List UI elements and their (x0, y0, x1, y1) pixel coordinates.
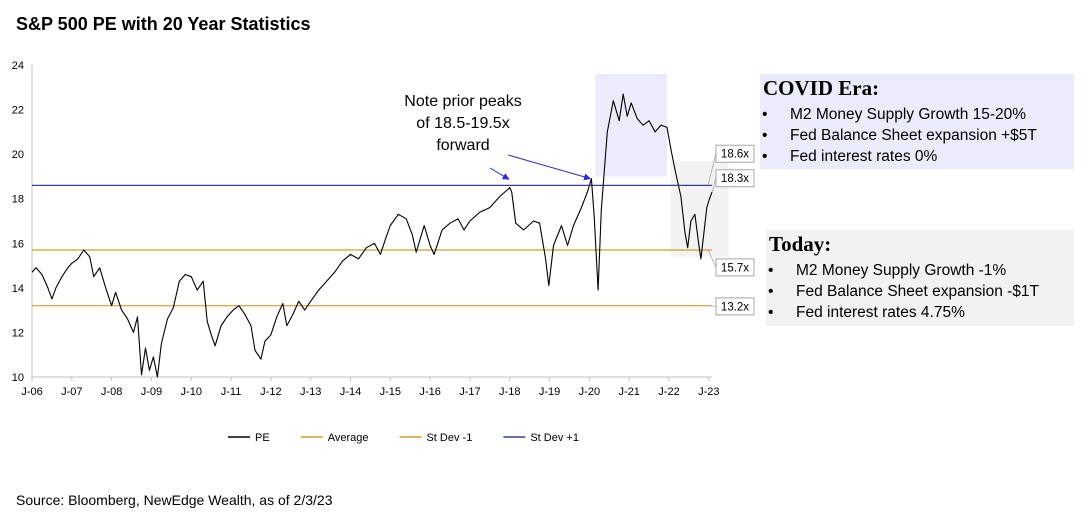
list-item-text: Fed interest rates 0% (790, 148, 938, 165)
legend-item-st-dev-minus-1-label: St Dev -1 (426, 432, 472, 444)
x-tick-label: J-19 (539, 386, 560, 398)
x-tick-label: J-20 (579, 386, 600, 398)
covid-era-heading: COVID Era: (763, 76, 880, 100)
today-panel: Today: • M2 Money Supply Growth -1% • Fed … (766, 230, 1074, 326)
value-label-leader (711, 178, 717, 193)
y-tick-label: 12 (12, 327, 24, 339)
value-label-leader (707, 305, 717, 307)
list-item-text: M2 Money Supply Growth 15-20% (790, 106, 1027, 123)
value-label-box (715, 169, 755, 188)
x-tick-label: J-06 (21, 386, 42, 398)
x-tick-label: J-22 (658, 386, 679, 398)
bullet-marker: • (762, 148, 768, 165)
list-item: • Fed interest rates 4.75% (766, 302, 1074, 323)
y-tick-label: 16 (12, 238, 24, 250)
annotation-text: of 18.5-19.5x (416, 115, 509, 132)
annotation-text: forward (436, 137, 489, 154)
x-tick-label: J-21 (618, 386, 639, 398)
annotation-arrow-2020 (507, 154, 592, 181)
x-tick-label: J-17 (459, 386, 480, 398)
legend-item-st-dev-plus-1-label: St Dev +1 (530, 432, 579, 444)
value-label-leader (707, 249, 717, 268)
list-item-text: Fed Balance Sheet expansion +$5T (790, 127, 1037, 144)
covid-era-list: • M2 Money Supply Growth 15-20% • Fed Bala… (760, 104, 1074, 167)
list-item-text: M2 Money Supply Growth -1% (796, 262, 1007, 279)
annotation: Note prior peaks of 18.5-19.5x forward (404, 93, 592, 181)
x-tick-label: J-14 (340, 386, 361, 398)
source-note: Source: Bloomberg, NewEdge Wealth, as of… (16, 492, 333, 508)
today-heading: Today: (769, 232, 832, 256)
y-tick-label: 10 (12, 372, 24, 384)
value-label: 15.7x (721, 262, 749, 274)
x-tick-label: J-08 (101, 386, 122, 398)
value-label-box (715, 297, 755, 316)
x-tick-label: J-18 (499, 386, 520, 398)
covid-era-shade (595, 73, 668, 177)
legend-item-pe-label: PE (255, 432, 270, 444)
bullet-marker: • (768, 262, 774, 279)
bullet-marker: • (768, 304, 774, 321)
x-tick-label: J-07 (61, 386, 82, 398)
y-tick-label: 20 (12, 149, 24, 161)
value-label: 13.2x (721, 301, 749, 313)
list-item-text: Fed Balance Sheet expansion -$1T (796, 283, 1039, 300)
shaded-regions (595, 73, 729, 257)
value-labels: 18.6x 18.3x 15.7x 13.2x (707, 144, 755, 316)
value-label-leader (707, 153, 717, 186)
x-tick-label: J-16 (419, 386, 440, 398)
bullet-marker: • (762, 127, 768, 144)
axes: 10 12 14 16 18 20 22 24 J-06 J-07 J-08 J-09 J-10 J-11… (12, 60, 720, 398)
x-tick-label: J-12 (260, 386, 281, 398)
chart-title: S&P 500 PE with 20 Year Statistics (16, 14, 311, 34)
x-tick-label: J-09 (141, 386, 162, 398)
legend-item-average-label: Average (328, 432, 369, 444)
covid-era-panel: COVID Era: • M2 Money Supply Growth 15-20… (760, 74, 1074, 169)
bullet-marker: • (762, 106, 768, 123)
x-tick-label: J-13 (300, 386, 321, 398)
list-item: • Fed Balance Sheet expansion -$1T (766, 281, 1074, 302)
list-item: • M2 Money Supply Growth -1% (766, 260, 1074, 281)
today-list: • M2 Money Supply Growth -1% • Fed Balance… (766, 260, 1074, 323)
reference-lines (32, 184, 712, 307)
x-tick-label: J-10 (181, 386, 202, 398)
x-tick-label: J-15 (380, 386, 401, 398)
list-item: • Fed interest rates 0% (760, 146, 1074, 167)
annotation-arrow-2018 (489, 167, 510, 180)
y-tick-label: 22 (12, 105, 24, 117)
x-tick-label: J-11 (221, 386, 242, 398)
legend: PE Average St Dev -1 St Dev +1 (228, 432, 579, 444)
annotation-text: Note prior peaks (404, 93, 521, 110)
value-label-box (715, 258, 755, 277)
bullet-marker: • (768, 283, 774, 300)
value-label-box (715, 144, 755, 163)
list-item: • M2 Money Supply Growth 15-20% (760, 104, 1074, 125)
value-label: 18.3x (721, 173, 749, 185)
y-tick-label: 18 (12, 194, 24, 206)
y-tick-label: 14 (12, 283, 24, 295)
value-label: 18.6x (721, 149, 749, 161)
y-tick-label: 24 (12, 60, 24, 72)
pe-series-line (31, 93, 713, 378)
x-tick-label: J-23 (698, 386, 719, 398)
list-item-text: Fed interest rates 4.75% (796, 304, 965, 321)
series-lines (31, 93, 713, 378)
list-item: • Fed Balance Sheet expansion +$5T (760, 125, 1074, 146)
